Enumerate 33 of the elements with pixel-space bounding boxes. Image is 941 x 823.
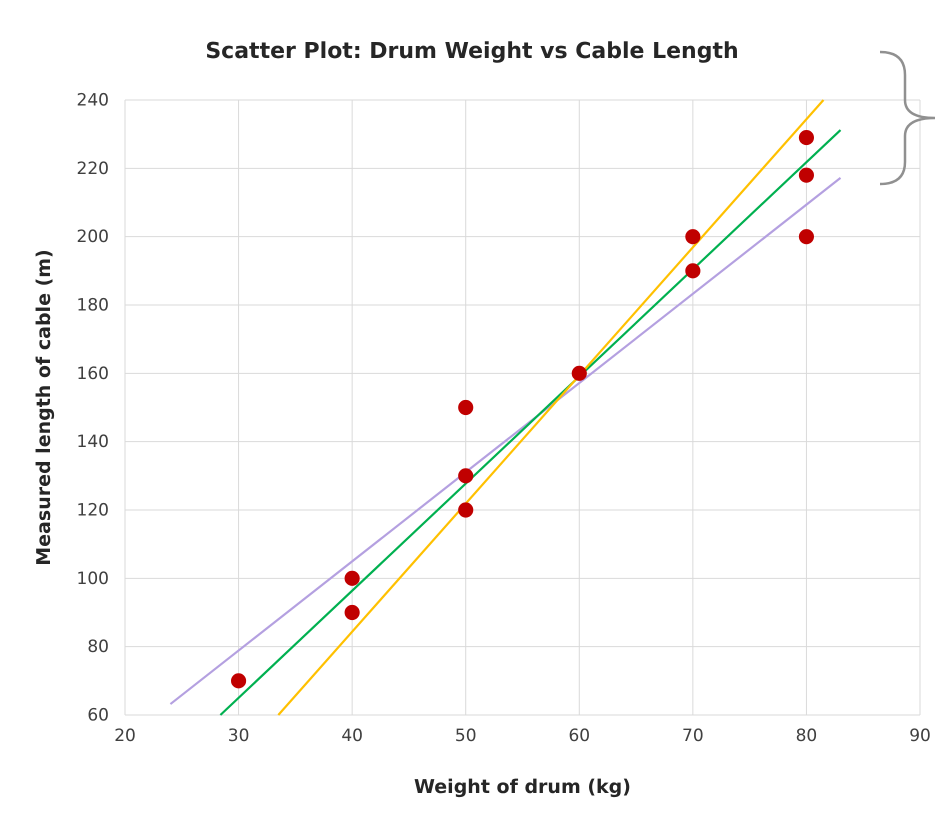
point — [685, 229, 700, 244]
point — [344, 604, 360, 620]
x-tick-label: 90 — [909, 726, 931, 746]
y-tick-label: 120 — [76, 500, 109, 520]
y-tick-label: 80 — [87, 637, 109, 658]
y-tick-label: 180 — [76, 295, 109, 316]
y-tick-label: 220 — [76, 158, 109, 179]
x-axis-title: Weight of drum (kg) — [414, 776, 631, 798]
point — [458, 468, 474, 484]
point — [798, 130, 814, 146]
y-axis-title: Measured length of cable (m) — [33, 249, 55, 566]
x-tick-label: 60 — [568, 726, 590, 746]
x-tick-label: 50 — [454, 726, 477, 746]
point — [344, 570, 360, 586]
point — [685, 263, 700, 278]
x-tick-label: 80 — [796, 726, 818, 746]
point — [458, 502, 474, 518]
point — [798, 168, 814, 183]
x-tick-label: 40 — [341, 726, 363, 746]
x-tick-label: 30 — [228, 726, 250, 746]
y-tick-label: 60 — [87, 705, 109, 726]
x-tick-label: 70 — [682, 726, 704, 746]
point — [798, 229, 814, 244]
y-tick-label: 200 — [76, 227, 109, 248]
y-tick-label: 100 — [76, 568, 109, 589]
point — [572, 366, 587, 381]
y-tick-label: 140 — [76, 432, 109, 452]
chart-title: Scatter Plot: Drum Weight vs Cable Length — [205, 39, 739, 64]
point — [231, 673, 246, 688]
y-tick-label: 160 — [76, 364, 109, 384]
y-tick-label: 240 — [76, 90, 109, 110]
x-tick-label: 20 — [114, 726, 136, 746]
point — [458, 400, 474, 416]
